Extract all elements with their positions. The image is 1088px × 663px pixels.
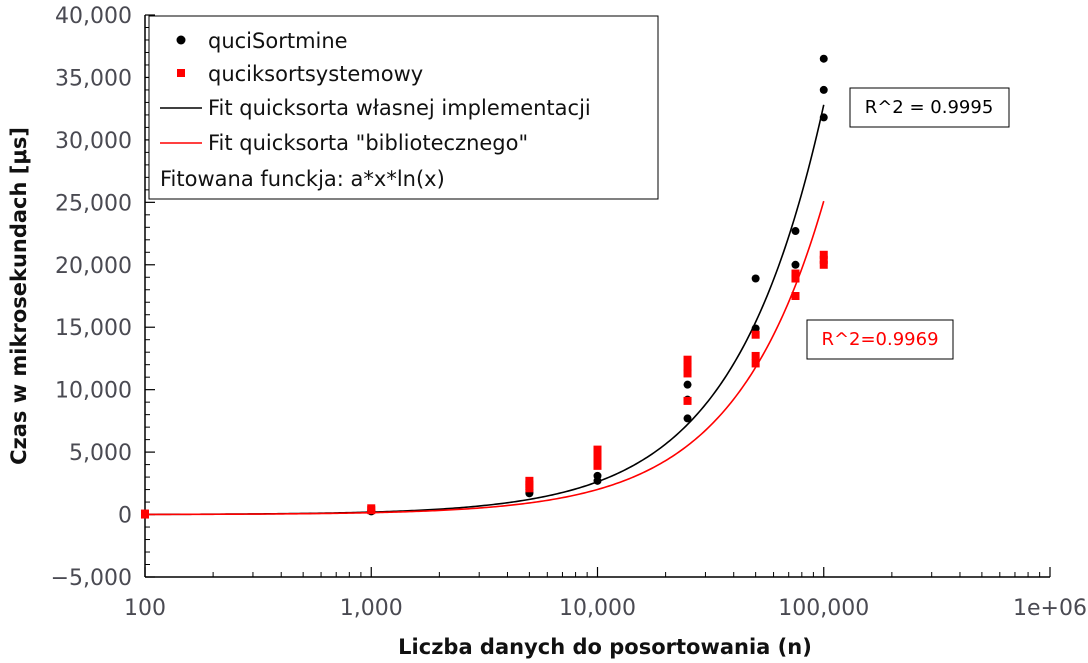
legend-fit-function-note: Fitowana funckja: a*x*ln(x) [160, 167, 445, 191]
r2-annotation-red: R^2=0.9969 [806, 319, 954, 360]
y-tick-label-2: 5,000 [69, 441, 132, 466]
point-series-1 [791, 260, 800, 269]
point-series-2 [791, 274, 800, 283]
point-series-2 [751, 330, 760, 339]
legend-label-fit-2: Fit quicksorta "bibliotecznego" [208, 131, 528, 155]
x-tick-label-2: 10,000 [559, 596, 636, 621]
y-tick-label-6: 25,000 [55, 191, 132, 216]
x-minor-ticks [212, 572, 1041, 577]
point-series-1 [819, 113, 828, 122]
y-ticks: −5,000 0 5,000 10,000 15,000 20,000 25,000 30,0… [51, 4, 155, 591]
legend: quciSortmine quciksortsystemowy Fit quic… [148, 15, 659, 200]
point-series-2 [593, 461, 602, 470]
r2-text-black: R^2 = 0.9995 [865, 97, 994, 118]
point-series-1 [683, 414, 692, 423]
legend-box [148, 15, 659, 200]
point-series-1 [819, 54, 828, 63]
r2-text-red: R^2=0.9969 [821, 329, 938, 350]
r2-box-black [849, 87, 1010, 128]
y-tick-label-4: 15,000 [55, 316, 132, 341]
point-series-1 [819, 85, 828, 94]
point-series-2 [791, 269, 800, 278]
point-series-2 [683, 369, 692, 378]
legend-label-series-2: quciksortsystemowy [208, 62, 423, 86]
y-minor-ticks [145, 26, 150, 566]
r2-box-red [806, 319, 954, 360]
point-series-2 [819, 255, 828, 264]
point-series-2 [751, 359, 760, 368]
fit-curves [145, 104, 825, 516]
legend-label-fit-1: Fit quicksorta własnej implementacji [208, 96, 591, 120]
point-series-2 [525, 476, 534, 485]
point-series-2 [791, 292, 800, 300]
x-tick-label-0: 100 [124, 596, 166, 621]
axes: 100 1,000 10,000 100,000 1e+06 −5,000 0 5,000 1… [51, 4, 1087, 621]
legend-marker-circle [176, 35, 186, 45]
point-series-2 [367, 504, 376, 513]
point-series-1 [751, 274, 760, 283]
legend-marker-square [177, 69, 185, 77]
y-tick-label-7: 30,000 [55, 129, 132, 154]
x-tick-label-4: 1e+06 [1013, 596, 1087, 621]
point-series-2 [683, 396, 692, 405]
x-axis-title: Liczba danych do posortowania (n) [398, 635, 812, 659]
x-tick-label-3: 100,000 [778, 596, 869, 621]
legend-label-series-1: quciSortmine [208, 29, 348, 53]
point-series-1 [593, 471, 602, 480]
point-series-2 [593, 456, 602, 465]
data-points [141, 54, 828, 519]
y-tick-label-0: −5,000 [51, 566, 132, 591]
y-tick-label-1: 0 [118, 504, 132, 529]
point-series-2 [593, 445, 602, 454]
point-series-2 [683, 355, 692, 364]
r2-annotation-black: R^2 = 0.9995 [849, 87, 1010, 128]
y-tick-label-9: 40,000 [55, 4, 132, 29]
point-series-1 [751, 324, 760, 333]
y-tick-label-5: 20,000 [55, 254, 132, 279]
point-series-1 [791, 227, 800, 236]
point-series-2 [683, 363, 692, 372]
point-series-2 [819, 250, 828, 259]
x-ticks: 100 1,000 10,000 100,000 1e+06 [124, 567, 1087, 621]
point-series-2 [593, 451, 602, 460]
y-tick-label-3: 10,000 [55, 379, 132, 404]
fit-line-2 [145, 200, 825, 516]
y-axis-title: Czas w mikrosekundach [μs] [7, 127, 31, 465]
point-series-2 [751, 351, 760, 360]
point-series-1 [683, 380, 692, 389]
point-series-2 [819, 260, 828, 269]
point-series-2 [141, 509, 149, 518]
x-tick-label-1: 1,000 [340, 596, 403, 621]
y-tick-label-8: 35,000 [55, 66, 132, 91]
